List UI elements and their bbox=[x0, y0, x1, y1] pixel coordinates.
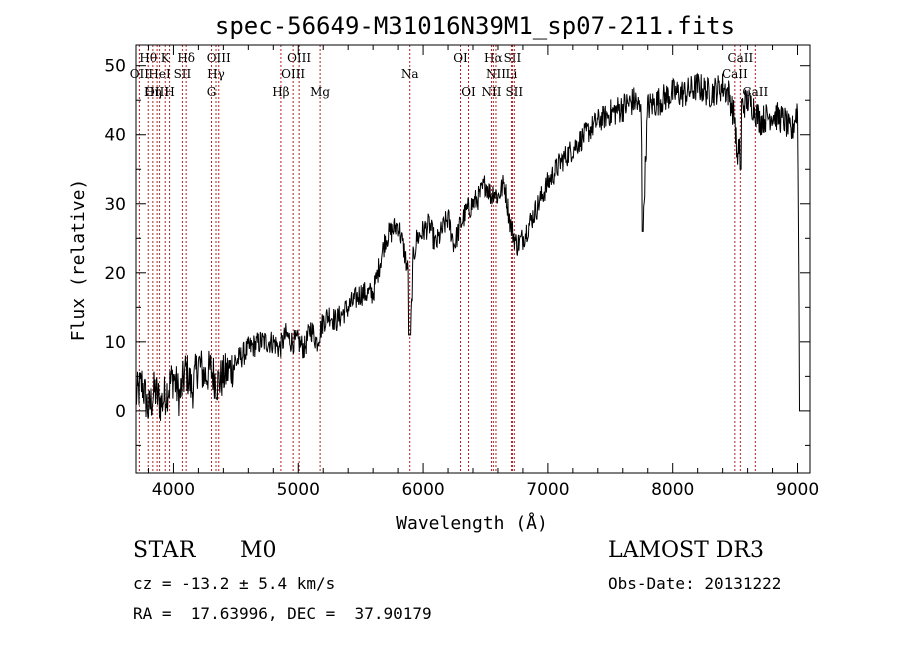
x-tick-label-6000: 6000 bbox=[401, 480, 444, 500]
chart-title: spec-56649-M31016N39M1_sp07-211.fits bbox=[215, 12, 735, 40]
line-label-21: NII bbox=[486, 67, 506, 81]
line-label-20: SII bbox=[504, 51, 522, 65]
x-tick-label-7000: 7000 bbox=[526, 480, 569, 500]
obs-date: Obs-Date: 20131222 bbox=[608, 574, 782, 593]
line-label-11: G bbox=[207, 85, 217, 99]
object-class: STAR bbox=[133, 538, 196, 563]
line-label-13: OIII bbox=[287, 51, 311, 65]
line-label-10: Hγ bbox=[207, 67, 225, 81]
line-label-25: CaII bbox=[727, 51, 753, 65]
y-tick-label-10: 10 bbox=[104, 333, 126, 353]
line-label-12: Hβ bbox=[272, 85, 289, 99]
x-axis-label: Wavelength (Å) bbox=[396, 512, 548, 534]
line-label-26: CaII bbox=[722, 67, 748, 81]
line-label-1: OII bbox=[130, 67, 150, 81]
spectrum-series bbox=[135, 72, 800, 421]
line-label-4: K bbox=[161, 51, 171, 65]
y-tick-label-50: 50 bbox=[104, 57, 126, 77]
line-label-6: SII bbox=[174, 67, 192, 81]
x-tick-label-4000: 4000 bbox=[152, 480, 195, 500]
x-tick-label-8000: 8000 bbox=[651, 480, 694, 500]
line-label-7: H bbox=[164, 85, 174, 99]
line-label-8: Hδ bbox=[177, 51, 195, 65]
ra-dec: RA = 17.63996, DEC = 37.90179 bbox=[133, 604, 432, 623]
line-label-0: Hθ bbox=[139, 51, 157, 65]
y-axis-label: Flux (relative) bbox=[68, 179, 89, 342]
line-label-19: Hα bbox=[484, 51, 503, 65]
y-tick-label-30: 30 bbox=[104, 195, 126, 215]
line-label-24: SII bbox=[505, 85, 523, 99]
spectrum-line bbox=[135, 72, 800, 421]
redshift-cz: cz = -13.2 ± 5.4 km/s bbox=[133, 574, 336, 593]
line-label-17: OI bbox=[453, 51, 468, 65]
line-label-16: Na bbox=[401, 67, 419, 81]
axes: 4000 5000 6000 7000 8000 9000 0 10 20 30 40 50 bbox=[104, 44, 819, 500]
x-tick-label-5000: 5000 bbox=[277, 480, 320, 500]
line-label-23: NII bbox=[481, 85, 501, 99]
line-label-2: OIII bbox=[145, 85, 169, 99]
line-label-5: HeI bbox=[148, 67, 171, 81]
line-label-18: OI bbox=[461, 85, 476, 99]
line-label-22: Li bbox=[506, 67, 518, 81]
line-label-3: Hη bbox=[144, 85, 162, 99]
y-tick-label-20: 20 bbox=[104, 264, 126, 284]
object-subclass: M0 bbox=[240, 538, 277, 563]
line-label-15: Mg bbox=[310, 85, 330, 99]
survey-name: LAMOST DR3 bbox=[608, 538, 764, 563]
y-tick-label-0: 0 bbox=[115, 402, 126, 422]
plot-frame bbox=[135, 44, 811, 474]
line-label-14: OIII bbox=[281, 67, 305, 81]
y-tick-label-40: 40 bbox=[104, 126, 126, 146]
line-label-9: OIII bbox=[207, 51, 231, 65]
x-tick-label-9000: 9000 bbox=[776, 480, 819, 500]
